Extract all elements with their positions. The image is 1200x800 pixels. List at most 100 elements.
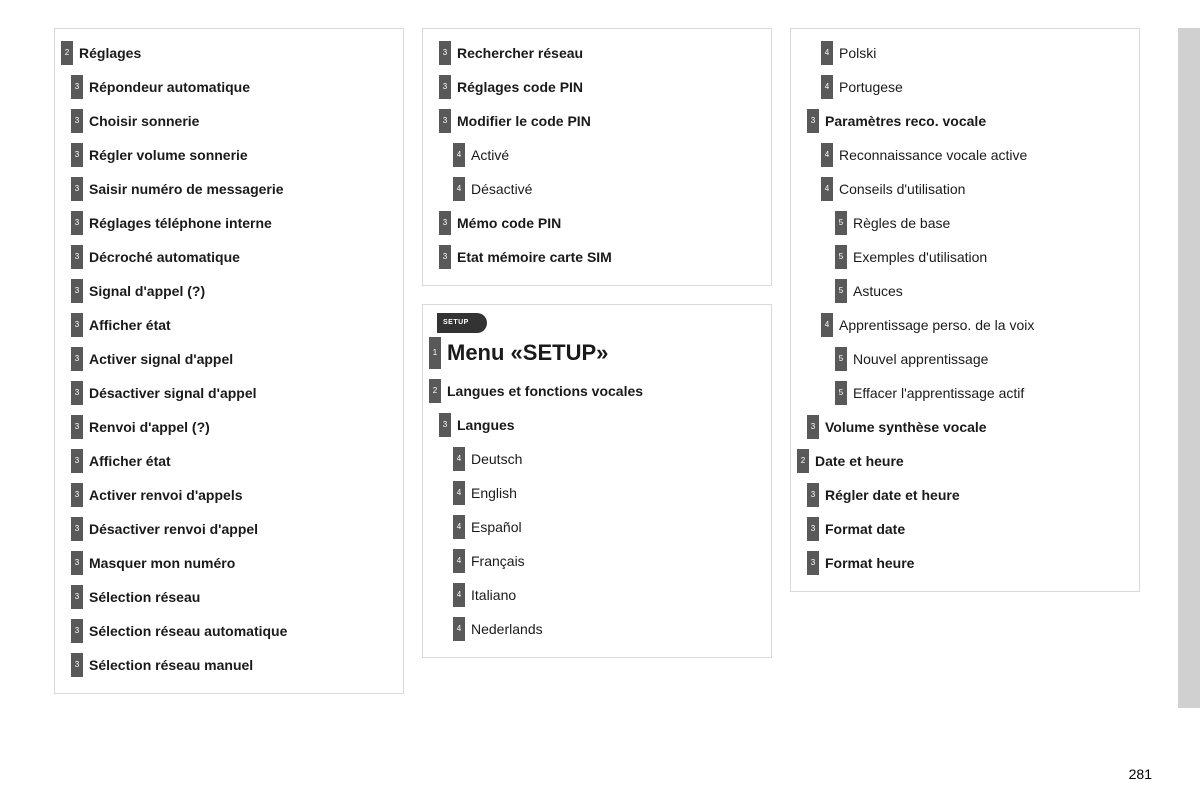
level-badge: 4 (453, 447, 465, 471)
menu-panel: 2 Réglages 3 Répondeur automatique 3 Choisir … (54, 28, 404, 694)
level-badge: 4 (821, 143, 833, 167)
menu-item-label: Modifier le code PIN (457, 113, 591, 129)
menu-item: 3Régler date et heure (807, 479, 1129, 511)
menu-item-label: Décroché automatique (89, 249, 240, 265)
menu-item: 5Règles de base (835, 207, 1129, 239)
menu-item: 3 Choisir sonnerie (71, 105, 393, 137)
menu-item-label: Sélection réseau (89, 589, 200, 605)
menu-item-label: Polski (839, 45, 876, 61)
menu-item-label: Format heure (825, 555, 914, 571)
menu-item: 3 Rechercher réseau (439, 37, 761, 69)
column-left: 2 Réglages 3 Répondeur automatique 3 Choisir … (54, 28, 404, 694)
level-badge: 3 (71, 517, 83, 541)
menu-item-label: Exemples d'utilisation (853, 249, 987, 265)
menu-item: 3 Activer signal d'appel (71, 343, 393, 375)
menu-item-label: Réglages (79, 45, 141, 61)
menu-item: 5Astuces (835, 275, 1129, 307)
menu-item-label: Signal d'appel (?) (89, 283, 205, 299)
menu-item-label: Paramètres reco. vocale (825, 113, 986, 129)
level-badge: 3 (439, 413, 451, 437)
level-badge: 3 (71, 347, 83, 371)
level-badge: 3 (71, 245, 83, 269)
menu-item-label: Réglages code PIN (457, 79, 583, 95)
level-badge: 2 (61, 41, 73, 65)
level-badge: 3 (71, 109, 83, 133)
level-badge: 3 (71, 313, 83, 337)
level-badge: 3 (439, 245, 451, 269)
menu-item: 4Español (453, 511, 761, 543)
menu-item: 3 Répondeur automatique (71, 71, 393, 103)
menu-panel: 4Polski4Portugese3Paramètres reco. vocal… (790, 28, 1140, 592)
menu-item: 4Nederlands (453, 613, 761, 645)
menu-item: 3 Volume synthèse vocale (807, 411, 1129, 443)
menu-panel: 3 Rechercher réseau 3 Réglages code PIN 3 Mod… (422, 28, 772, 286)
level-badge: 3 (807, 483, 819, 507)
level-badge: 4 (453, 143, 465, 167)
menu-item: 3Etat mémoire carte SIM (439, 241, 761, 273)
level-badge: 3 (71, 449, 83, 473)
level-badge: 4 (821, 41, 833, 65)
menu-item: 2Date et heure (797, 445, 1129, 477)
menu-item: 3 Format date (807, 513, 1129, 545)
menu-item-label: Nouvel apprentissage (853, 351, 988, 367)
level-badge: 4 (453, 583, 465, 607)
menu-item-label: Réglages téléphone interne (89, 215, 272, 231)
menu-item-label: Choisir sonnerie (89, 113, 199, 129)
side-tab (1178, 28, 1200, 708)
menu-item: 4Conseils d'utilisation (821, 173, 1129, 205)
level-badge: 3 (807, 517, 819, 541)
page-number: 281 (1129, 766, 1152, 782)
menu-item-label: Format date (825, 521, 905, 537)
menu-item-label: Deutsch (471, 451, 522, 467)
level-badge: 3 (439, 109, 451, 133)
menu-item-label: Apprentissage perso. de la voix (839, 317, 1034, 333)
level-badge: 1 (429, 337, 441, 369)
level-badge: 3 (71, 483, 83, 507)
level-badge: 3 (71, 415, 83, 439)
menu-item: 3Sélection réseau (71, 581, 393, 613)
menu-item: 4Activé (453, 139, 761, 171)
menu-item-label: Langues et fonctions vocales (447, 383, 643, 399)
level-badge: 5 (835, 347, 847, 371)
menu-item: 3Désactiver renvoi d'appel (71, 513, 393, 545)
menu-item-label: Rechercher réseau (457, 45, 583, 61)
menu-item-label: English (471, 485, 517, 501)
menu-item: 3Afficher état (71, 445, 393, 477)
menu-item-label: Sélection réseau manuel (89, 657, 253, 673)
menu-item: 3 Format heure (807, 547, 1129, 579)
menu-item-label: Afficher état (89, 317, 171, 333)
menu-item: 4 Polski (821, 37, 1129, 69)
menu-item-label: Activer signal d'appel (89, 351, 233, 367)
menu-item: 4 Italiano (453, 579, 761, 611)
level-badge: 3 (807, 415, 819, 439)
level-badge: 5 (835, 279, 847, 303)
level-badge: 4 (453, 481, 465, 505)
level-badge: 3 (807, 109, 819, 133)
level-badge: 3 (807, 551, 819, 575)
menu-item-label: Renvoi d'appel (?) (89, 419, 210, 435)
level-badge: 3 (71, 177, 83, 201)
menu-item-label: Désactiver signal d'appel (89, 385, 257, 401)
level-badge: 4 (821, 313, 833, 337)
menu-item: 4 Apprentissage perso. de la voix (821, 309, 1129, 341)
level-badge: 3 (71, 75, 83, 99)
menu-item: 3Désactiver signal d'appel (71, 377, 393, 409)
level-badge: 3 (439, 41, 451, 65)
menu-item-label: Répondeur automatique (89, 79, 250, 95)
level-badge: 3 (71, 211, 83, 235)
menu-item: 3 Réglages téléphone interne (71, 207, 393, 239)
menu-item: 2 Réglages (61, 37, 393, 69)
menu-item: 3Saisir numéro de messagerie (71, 173, 393, 205)
menu-item-label: Activer renvoi d'appels (89, 487, 243, 503)
menu-item: 4Français (453, 545, 761, 577)
menu-item: 4 Deutsch (453, 443, 761, 475)
menu-item-label: Règles de base (853, 215, 950, 231)
level-badge: 3 (71, 551, 83, 575)
panel-heading-label: Menu «SETUP» (447, 340, 608, 366)
menu-item: 2Langues et fonctions vocales (429, 375, 761, 407)
panel-heading: 1Menu «SETUP» (429, 337, 761, 369)
menu-item-label: Italiano (471, 587, 516, 603)
menu-item-label: Volume synthèse vocale (825, 419, 987, 435)
level-badge: 3 (439, 211, 451, 235)
menu-item: 3Masquer mon numéro (71, 547, 393, 579)
